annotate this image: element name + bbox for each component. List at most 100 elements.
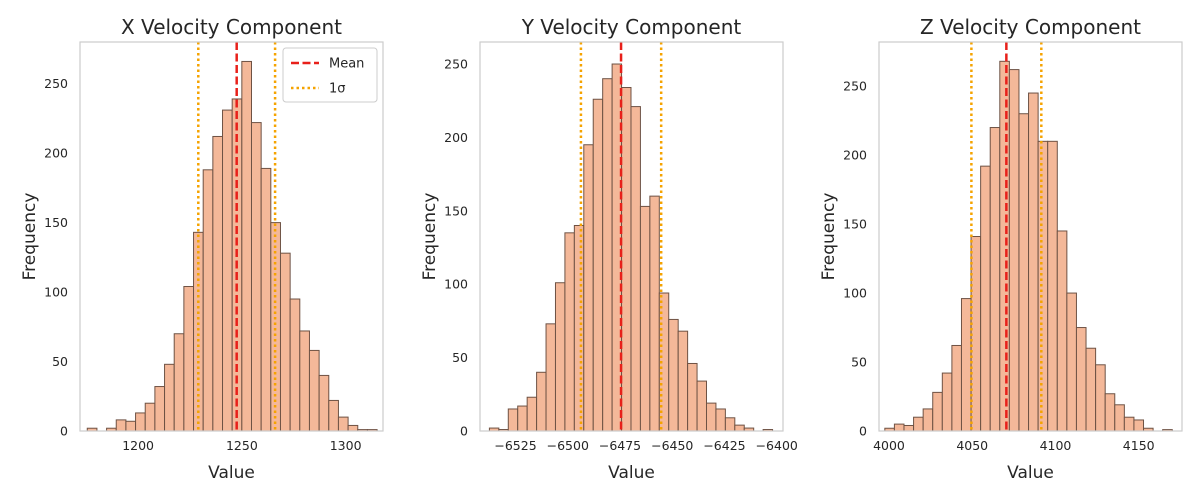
histogram-bar <box>154 386 166 432</box>
x-tick-label: 1300 <box>330 438 362 453</box>
histogram-bar <box>507 408 519 432</box>
y-tick-label: 250 <box>44 76 68 91</box>
legend-box <box>282 47 378 103</box>
histogram-panel: 1200 1250 1300 0 50 100 150 200 250 X Velocity Co… <box>20 15 384 483</box>
histogram-bar <box>705 402 717 432</box>
histogram-bar <box>144 402 156 432</box>
histogram-bar <box>951 344 962 432</box>
histogram-bar <box>932 391 943 432</box>
histogram-bar <box>630 106 641 432</box>
axes-frame <box>479 41 784 432</box>
histogram-bar <box>115 419 127 432</box>
x-tick-label: −6425 <box>703 438 745 453</box>
histogram-bar <box>222 109 233 432</box>
histogram-bar <box>1028 92 1039 432</box>
histogram-bar <box>545 323 556 432</box>
histogram-bar <box>1133 419 1145 432</box>
histogram-bar <box>913 416 924 432</box>
y-tick-label: 200 <box>444 130 468 145</box>
histogram-bar <box>668 318 679 432</box>
x-axis-label: Value <box>608 463 655 483</box>
histogram-bar <box>893 423 905 432</box>
histogram-bar <box>173 333 185 432</box>
y-tick-label: 0 <box>60 424 68 439</box>
y-tick-label: 150 <box>44 215 68 230</box>
histogram-bar <box>517 405 528 432</box>
chart-title: Z Velocity Component <box>920 15 1141 39</box>
chart-title: X Velocity Component <box>121 15 342 39</box>
histogram-bar <box>696 380 707 432</box>
x-tick-label: −6400 <box>756 438 798 453</box>
y-axis-label: Frequency <box>20 193 40 281</box>
histogram-bar <box>299 330 310 432</box>
histogram-bar <box>1095 364 1106 432</box>
y-axis-label: Frequency <box>819 193 839 281</box>
histogram-bar <box>536 371 547 432</box>
y-tick-label: 250 <box>444 57 468 72</box>
legend-label: Mean <box>329 57 364 72</box>
histogram-bar <box>308 349 320 432</box>
legend-label: 1σ <box>329 82 346 97</box>
y-tick-label: 100 <box>444 277 468 292</box>
histogram-bar <box>1104 393 1116 432</box>
y-tick-label: 50 <box>851 355 867 370</box>
histogram-bar <box>687 362 698 432</box>
y-axis-label: Frequency <box>420 193 440 281</box>
histogram-bar <box>734 424 745 432</box>
x-tick-label: 4150 <box>1123 438 1155 453</box>
histogram-bar <box>621 87 632 432</box>
histogram-bar <box>1008 69 1020 432</box>
histogram-bar <box>337 416 349 432</box>
histogram-bar <box>573 224 585 432</box>
histogram-bar <box>289 298 301 432</box>
histogram-bar <box>980 165 991 432</box>
histogram-bar <box>241 60 252 432</box>
legend: Mean 1σ <box>282 47 378 103</box>
chart-title: Y Velocity Component <box>521 15 742 39</box>
histogram-bar <box>1037 140 1049 432</box>
x-tick-label: −6475 <box>599 438 641 453</box>
x-tick-label: 1200 <box>122 438 154 453</box>
x-tick-label: 1250 <box>226 438 258 453</box>
histogram-bar <box>1066 292 1077 432</box>
histogram-bar <box>279 252 291 432</box>
histogram-bar <box>602 78 613 432</box>
y-tick-label: 200 <box>44 146 68 161</box>
histogram-bar <box>347 424 359 432</box>
histogram-bar <box>1056 230 1068 432</box>
histogram-bar <box>250 122 262 432</box>
histogram-panel: −6525 −6500 −6475 −6450 −6425 −6400 0 50 100 150 2… <box>420 15 798 483</box>
histogram-bar <box>989 127 1001 432</box>
y-tick-label: 150 <box>444 203 468 218</box>
axes-frame <box>79 41 384 432</box>
histogram-bar <box>1075 327 1087 432</box>
histogram-bar <box>960 298 972 432</box>
histogram-bar <box>183 286 195 432</box>
histogram-bar <box>677 330 689 432</box>
histogram-bar <box>1018 113 1030 432</box>
y-tick-label: 0 <box>859 424 867 439</box>
histogram-bar <box>922 408 934 432</box>
y-tick-label: 200 <box>843 148 867 163</box>
x-axis-label: Value <box>1007 463 1054 483</box>
x-axis-label: Value <box>208 463 255 483</box>
histogram-bar <box>639 205 651 432</box>
histogram-bar <box>554 282 566 432</box>
histogram-bar <box>526 396 538 432</box>
histogram-bar <box>212 135 224 432</box>
histogram-bar <box>583 144 594 432</box>
y-tick-label: 100 <box>843 286 867 301</box>
histogram-bar <box>715 408 726 432</box>
histogram-bar <box>125 420 137 432</box>
histogram-bar <box>649 195 660 432</box>
histogram-panel: 4000 4050 4100 4150 0 50 100 150 200 250 Z Velocit… <box>819 15 1183 483</box>
y-tick-label: 0 <box>460 424 468 439</box>
y-tick-label: 100 <box>44 285 68 300</box>
histogram-bar <box>1114 404 1125 432</box>
histogram-bar <box>999 60 1010 432</box>
x-tick-label: 4100 <box>1040 438 1072 453</box>
histogram-bar <box>328 399 339 432</box>
y-tick-label: 250 <box>843 79 867 94</box>
y-tick-label: 50 <box>452 350 468 365</box>
